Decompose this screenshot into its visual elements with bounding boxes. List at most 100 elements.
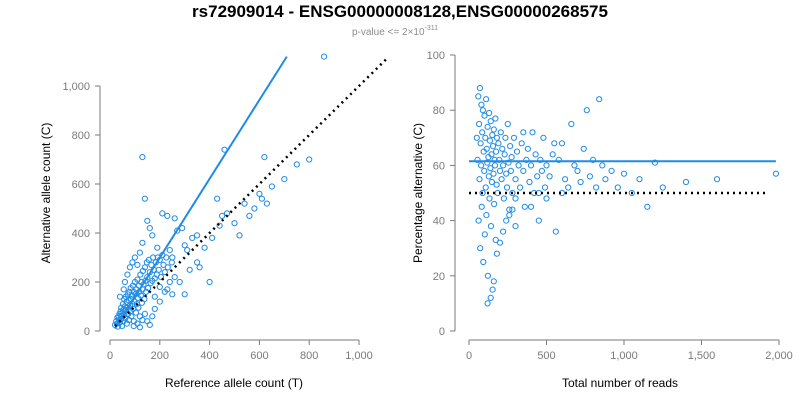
data-point bbox=[144, 217, 151, 224]
data-point bbox=[565, 184, 572, 191]
data-point bbox=[186, 266, 193, 273]
y-tick-label: 600 bbox=[72, 179, 90, 191]
data-point bbox=[166, 247, 173, 254]
data-point bbox=[636, 176, 643, 183]
data-point bbox=[713, 176, 721, 183]
data-point bbox=[141, 195, 148, 202]
data-point bbox=[189, 234, 196, 241]
data-point bbox=[538, 167, 546, 174]
data-point bbox=[505, 159, 512, 166]
data-point bbox=[503, 184, 511, 191]
data-point bbox=[194, 259, 201, 266]
right-ticks: 0 500 1,000 1,500 2,000 0 20 40 60 80 100 bbox=[427, 50, 793, 362]
data-point bbox=[500, 162, 507, 169]
data-point bbox=[181, 291, 188, 298]
data-point bbox=[478, 203, 485, 210]
data-point bbox=[321, 53, 328, 60]
data-point bbox=[156, 283, 163, 290]
data-point bbox=[517, 184, 524, 191]
data-point bbox=[481, 167, 488, 174]
data-point bbox=[541, 184, 549, 191]
data-point bbox=[131, 254, 138, 261]
data-point bbox=[126, 264, 133, 271]
data-point bbox=[156, 298, 163, 305]
data-point bbox=[577, 178, 584, 186]
data-point bbox=[540, 134, 547, 141]
data-point bbox=[476, 120, 483, 128]
y-tick-label: 80 bbox=[433, 105, 445, 117]
data-point bbox=[306, 156, 313, 163]
data-point bbox=[546, 173, 553, 180]
data-point bbox=[599, 162, 606, 169]
data-point bbox=[263, 200, 270, 207]
data-point bbox=[543, 195, 550, 202]
y-tick-label: 400 bbox=[72, 228, 90, 240]
data-point bbox=[137, 292, 144, 299]
data-point bbox=[481, 231, 488, 238]
data-point bbox=[574, 167, 581, 174]
data-point bbox=[209, 234, 216, 241]
data-point bbox=[128, 313, 135, 320]
data-point bbox=[486, 109, 493, 117]
data-point bbox=[628, 189, 635, 197]
data-point bbox=[479, 189, 486, 197]
data-point bbox=[487, 165, 494, 172]
data-point bbox=[155, 266, 162, 273]
data-point bbox=[488, 151, 495, 158]
data-point bbox=[181, 242, 188, 249]
data-point bbox=[164, 212, 171, 219]
data-point bbox=[493, 134, 500, 141]
data-point bbox=[151, 305, 158, 312]
data-point bbox=[644, 203, 651, 210]
data-point bbox=[482, 184, 489, 191]
data-point bbox=[201, 244, 208, 251]
left-ticks: 0 200 400 600 800 1,000 0 200 400 600 800 1,000 bbox=[62, 81, 372, 362]
data-point bbox=[479, 129, 486, 136]
data-point bbox=[489, 286, 496, 293]
left-fit-line bbox=[114, 56, 288, 330]
data-point bbox=[258, 195, 265, 202]
data-point bbox=[484, 159, 491, 166]
data-point bbox=[492, 115, 499, 122]
y-tick-label: 60 bbox=[433, 160, 445, 172]
data-point bbox=[490, 170, 497, 177]
chart-title: rs72909014 - ENSG00000008128,ENSG0000026… bbox=[192, 2, 608, 21]
data-point bbox=[171, 215, 178, 222]
data-point bbox=[159, 210, 166, 217]
data-point bbox=[497, 129, 504, 136]
subtitle-exponent: -311 bbox=[425, 25, 439, 32]
data-point bbox=[589, 156, 597, 163]
data-point bbox=[500, 228, 507, 235]
data-point bbox=[512, 195, 519, 202]
data-point bbox=[487, 294, 494, 301]
data-point bbox=[145, 285, 152, 292]
data-point bbox=[149, 313, 156, 320]
data-point bbox=[493, 250, 500, 257]
data-point bbox=[501, 151, 508, 158]
y-tick-label: 800 bbox=[72, 130, 90, 142]
data-point bbox=[499, 145, 506, 152]
data-point bbox=[236, 232, 243, 239]
data-point bbox=[484, 300, 491, 307]
data-point bbox=[529, 129, 536, 136]
data-point bbox=[507, 167, 514, 174]
x-tick-label: 1,000 bbox=[610, 350, 638, 362]
left-reference-line bbox=[114, 58, 388, 327]
data-point bbox=[135, 304, 142, 311]
data-point bbox=[513, 148, 521, 155]
data-point bbox=[134, 261, 141, 268]
data-point bbox=[503, 170, 510, 177]
left-x-axis-title: Reference allele count (T) bbox=[165, 376, 303, 390]
data-point bbox=[163, 254, 170, 261]
data-point bbox=[509, 206, 516, 213]
data-point bbox=[523, 156, 530, 163]
x-tick-label: 0 bbox=[466, 350, 472, 362]
data-point bbox=[261, 154, 268, 161]
data-point bbox=[509, 189, 516, 197]
data-point bbox=[498, 176, 505, 183]
data-point bbox=[164, 264, 171, 271]
data-point bbox=[586, 173, 594, 180]
data-point bbox=[493, 181, 500, 188]
data-point bbox=[169, 254, 176, 261]
right-y-axis-title: Percentage alternative (C) bbox=[411, 123, 425, 263]
